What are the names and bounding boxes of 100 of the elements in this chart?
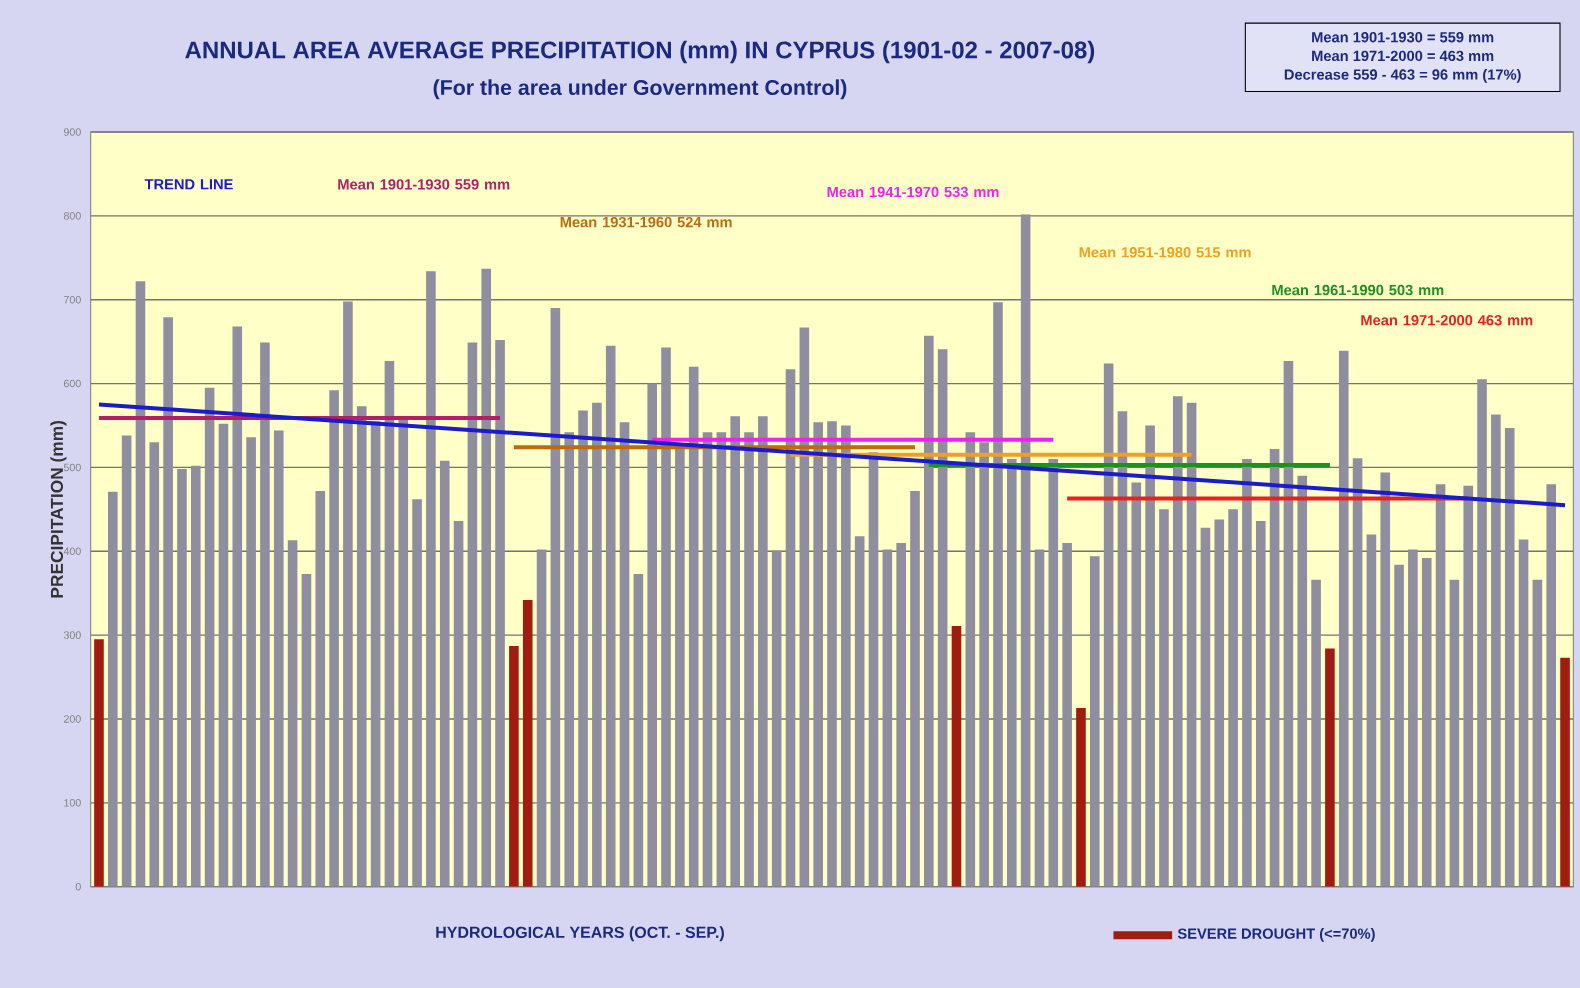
bar [1048, 459, 1059, 887]
bar [329, 390, 339, 887]
bar [1242, 459, 1252, 887]
bar [94, 639, 104, 887]
bar [1172, 396, 1183, 887]
bar [301, 573, 312, 887]
bar [758, 416, 768, 887]
bar [260, 342, 270, 887]
bar [647, 383, 657, 887]
bar [149, 442, 160, 887]
bar [1159, 509, 1169, 887]
bar [163, 317, 173, 887]
bar [619, 422, 630, 887]
bar [1338, 350, 1349, 887]
bar [813, 422, 823, 887]
bar [1255, 521, 1266, 887]
bar [827, 421, 837, 887]
bar [1103, 363, 1114, 887]
bar [1283, 360, 1294, 887]
bar [1311, 579, 1321, 887]
bar [370, 421, 381, 887]
bar [661, 347, 671, 887]
bar [633, 573, 644, 887]
bar [356, 406, 367, 887]
bar [467, 342, 478, 887]
bar [675, 445, 685, 887]
bar [965, 432, 976, 887]
bar [1435, 484, 1446, 887]
bar [1228, 509, 1238, 887]
bar [1449, 579, 1460, 887]
bar [1007, 459, 1017, 887]
chart-title: ANNUAL AREA AVERAGE PRECIPITATION (mm) IN CYPRUS (1901-02 - 2007-08) [185, 40, 1095, 64]
bar [688, 366, 699, 887]
bar [481, 268, 492, 887]
bar [495, 339, 505, 887]
bar [1145, 425, 1155, 887]
bar [1560, 657, 1570, 887]
bar [564, 432, 575, 887]
bar [841, 425, 851, 887]
bar [882, 549, 893, 887]
bar [439, 460, 450, 887]
bar [343, 301, 353, 887]
bar [177, 469, 187, 887]
bar [121, 435, 132, 887]
bar [453, 521, 464, 887]
bar [592, 402, 602, 887]
bar [1297, 475, 1308, 887]
bar [232, 326, 243, 887]
bar [1546, 484, 1557, 887]
bar [1532, 579, 1543, 887]
bar [744, 432, 754, 887]
bar [1325, 648, 1335, 887]
bar [785, 369, 796, 887]
bar [1131, 482, 1142, 887]
x-axis-title: HYDROLOGICAL YEARS (OCT. - SEP.) [436, 926, 724, 942]
bar [1352, 458, 1363, 887]
bar [730, 416, 740, 887]
bar [412, 499, 422, 887]
bar [924, 335, 934, 887]
bar [910, 490, 920, 887]
bar [1504, 428, 1515, 887]
bar [951, 625, 962, 887]
bar [979, 442, 989, 887]
bar [1020, 214, 1031, 887]
bar [135, 281, 146, 887]
bar [1269, 448, 1280, 887]
bar [1477, 379, 1487, 887]
bar [1062, 542, 1072, 887]
bar [315, 490, 326, 887]
bar [1200, 527, 1211, 887]
bar [509, 646, 519, 887]
bar [426, 271, 436, 887]
bar [246, 437, 256, 887]
bar [605, 345, 616, 887]
bar [1214, 519, 1225, 887]
bar [1366, 534, 1377, 887]
bar [1394, 564, 1404, 887]
bar [771, 550, 782, 887]
bar [1089, 556, 1100, 887]
bar [204, 387, 215, 887]
bar [522, 599, 533, 887]
bar [716, 432, 727, 887]
bar [896, 542, 906, 887]
bar [1076, 708, 1086, 887]
bar [218, 423, 229, 887]
bar [1380, 472, 1391, 887]
bar [1491, 414, 1501, 887]
bar [799, 327, 810, 887]
bar [398, 419, 409, 887]
bar [108, 491, 118, 887]
bar [1186, 402, 1197, 887]
bar [1117, 411, 1128, 887]
bar [190, 465, 201, 887]
bar [937, 349, 948, 887]
bar [868, 452, 879, 887]
bar [1034, 549, 1045, 887]
bar [550, 308, 561, 887]
bar [854, 536, 865, 887]
bar [702, 432, 713, 887]
bar [384, 360, 395, 887]
